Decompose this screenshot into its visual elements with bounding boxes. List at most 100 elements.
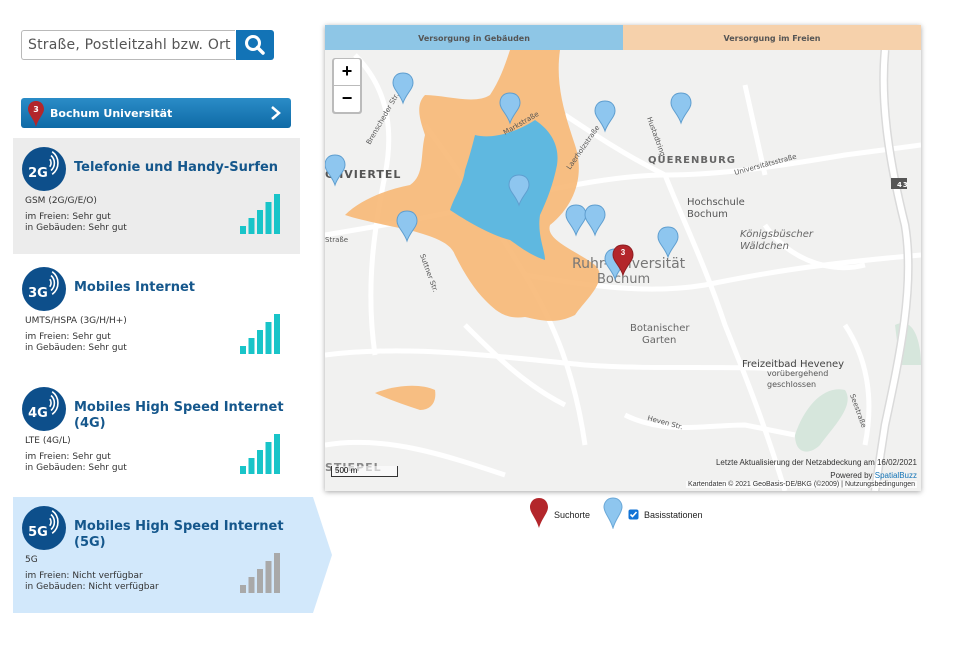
signal-bar — [240, 226, 246, 234]
legend: Suchorte Basisstationen — [528, 497, 728, 531]
icon-wave — [51, 151, 59, 175]
coverage-indoor — [450, 120, 558, 260]
signal-bar — [257, 330, 263, 354]
search-button[interactable] — [236, 30, 274, 60]
icon-circle — [22, 147, 66, 191]
card-indoor: in Gebäuden: Sehr gut — [25, 223, 127, 233]
tech-icon: 3G — [22, 267, 66, 311]
road — [623, 412, 796, 438]
signal-bar — [265, 202, 272, 234]
map-label: CHVIERTEL — [325, 168, 401, 181]
road — [325, 439, 506, 478]
coverage-outdoor — [375, 385, 436, 410]
location-bar[interactable]: 3 Bochum Universität — [21, 98, 291, 128]
map-pin — [594, 100, 616, 133]
powered-by: Powered by — [830, 471, 873, 480]
chevron — [271, 106, 281, 120]
map-label: Garten — [642, 335, 676, 346]
card-title: Mobiles High Speed Internet (4G) — [74, 400, 284, 431]
map-label: QUERENBURG — [648, 155, 736, 166]
card-outdoor: im Freien: Sehr gut — [25, 212, 111, 222]
signal-bar — [257, 450, 263, 474]
card-arrow — [299, 497, 332, 613]
zoom-in[interactable]: + — [334, 59, 360, 85]
arrow-shape — [299, 497, 332, 613]
map-pin — [508, 174, 530, 207]
tech-icon: 4G — [22, 387, 66, 431]
powered: Powered by SpatialBuzz — [830, 471, 917, 480]
icon-wave — [50, 154, 56, 172]
card-standard: UMTS/HSPA (3G/H/H+) — [25, 316, 127, 326]
road-shield — [891, 178, 907, 189]
technology-card[interactable]: 4G Mobiles High Speed Internet (4G) LTE (4… — [13, 378, 300, 494]
technology-card[interactable]: 2G Telefonie und Handy-Surfen GSM (2G/G/E/… — [13, 138, 300, 254]
scale: 500 m — [331, 466, 398, 477]
legend-blue-pin — [603, 497, 623, 529]
attribution: Kartendaten © 2021 GeoBasis-DE/BKG (©200… — [686, 481, 917, 488]
icon-label: 5G — [28, 525, 48, 540]
map-label: Königsbüscher — [740, 229, 814, 240]
signal-bar — [265, 442, 272, 474]
signal-bars — [240, 553, 280, 593]
signal-bar — [265, 561, 272, 593]
signal-bar — [240, 466, 246, 474]
map-pin — [396, 210, 418, 243]
tab-indoor[interactable]: Versorgung in Gebäuden — [325, 25, 623, 50]
search-input[interactable]: Straße, Postleitzahl bzw. Ort — [21, 30, 235, 60]
map-label: 43 — [897, 181, 909, 189]
road — [353, 53, 392, 356]
update-note: Letzte Aktualisierung der Netzabdeckung … — [715, 458, 917, 467]
icon-circle — [22, 267, 66, 311]
icon-wave — [49, 398, 52, 408]
highway — [872, 49, 912, 491]
technology-card[interactable]: 3G Mobiles Internet UMTS/HSPA (3G/H/H+) im … — [13, 258, 300, 374]
map-label: vorübergehend — [767, 369, 828, 378]
terms-link[interactable]: Nutzungsbedingungen — [844, 481, 915, 488]
signal-bar — [248, 338, 255, 354]
road — [662, 174, 788, 491]
search-icon — [245, 35, 265, 55]
stations-checkbox[interactable] — [628, 509, 639, 520]
signal-bar — [248, 218, 255, 234]
green-area — [795, 389, 848, 452]
icon-wave — [49, 158, 52, 168]
road — [742, 84, 768, 176]
map[interactable]: QUERENBURG Hochschule Bochum Königsbüscher W… — [325, 25, 921, 491]
icon-circle — [22, 387, 66, 431]
signal-bar — [257, 210, 263, 234]
card-indoor: in Gebäuden: Nicht verfügbar — [25, 582, 159, 592]
icon-wave — [51, 271, 59, 295]
signal-bar — [240, 585, 246, 593]
signal-bar — [274, 553, 280, 593]
map-pin — [612, 244, 634, 277]
map-pin — [584, 204, 606, 237]
signal-bar — [274, 434, 280, 474]
provider-link[interactable]: SpatialBuzz — [874, 471, 917, 480]
card-standard: LTE (4G/L) — [25, 436, 71, 446]
signal-bar — [274, 314, 280, 354]
card-outdoor: im Freien: Nicht verfügbar — [25, 571, 143, 581]
location-name: Bochum Universität — [50, 107, 173, 120]
card-standard: GSM (2G/G/E/O) — [25, 196, 97, 206]
card-outdoor: im Freien: Sehr gut — [25, 332, 111, 342]
icon-wave — [50, 513, 56, 531]
technology-card[interactable]: 5G Mobiles High Speed Internet (5G) 5G im F… — [13, 497, 332, 613]
legend-search: Suchorte — [554, 510, 591, 520]
icon-wave — [50, 394, 56, 412]
legend-red-pin — [530, 498, 548, 528]
map-pin — [392, 72, 414, 105]
icon-label: 3G — [28, 286, 48, 301]
road — [563, 112, 667, 178]
zoom-control: + − — [332, 58, 362, 114]
location-badge: 3 — [33, 105, 39, 114]
tab-outdoor[interactable]: Versorgung im Freien — [623, 25, 921, 50]
zoom-out[interactable]: − — [334, 86, 360, 112]
card-title: Telefonie und Handy-Surfen — [74, 160, 279, 175]
road — [842, 323, 872, 446]
tech-icon: 2G — [22, 147, 66, 191]
card-indoor: in Gebäuden: Sehr gut — [25, 463, 127, 473]
card-standard: 5G — [25, 555, 38, 565]
signal-bars — [240, 194, 280, 234]
map-label: geschlossen — [767, 380, 816, 389]
